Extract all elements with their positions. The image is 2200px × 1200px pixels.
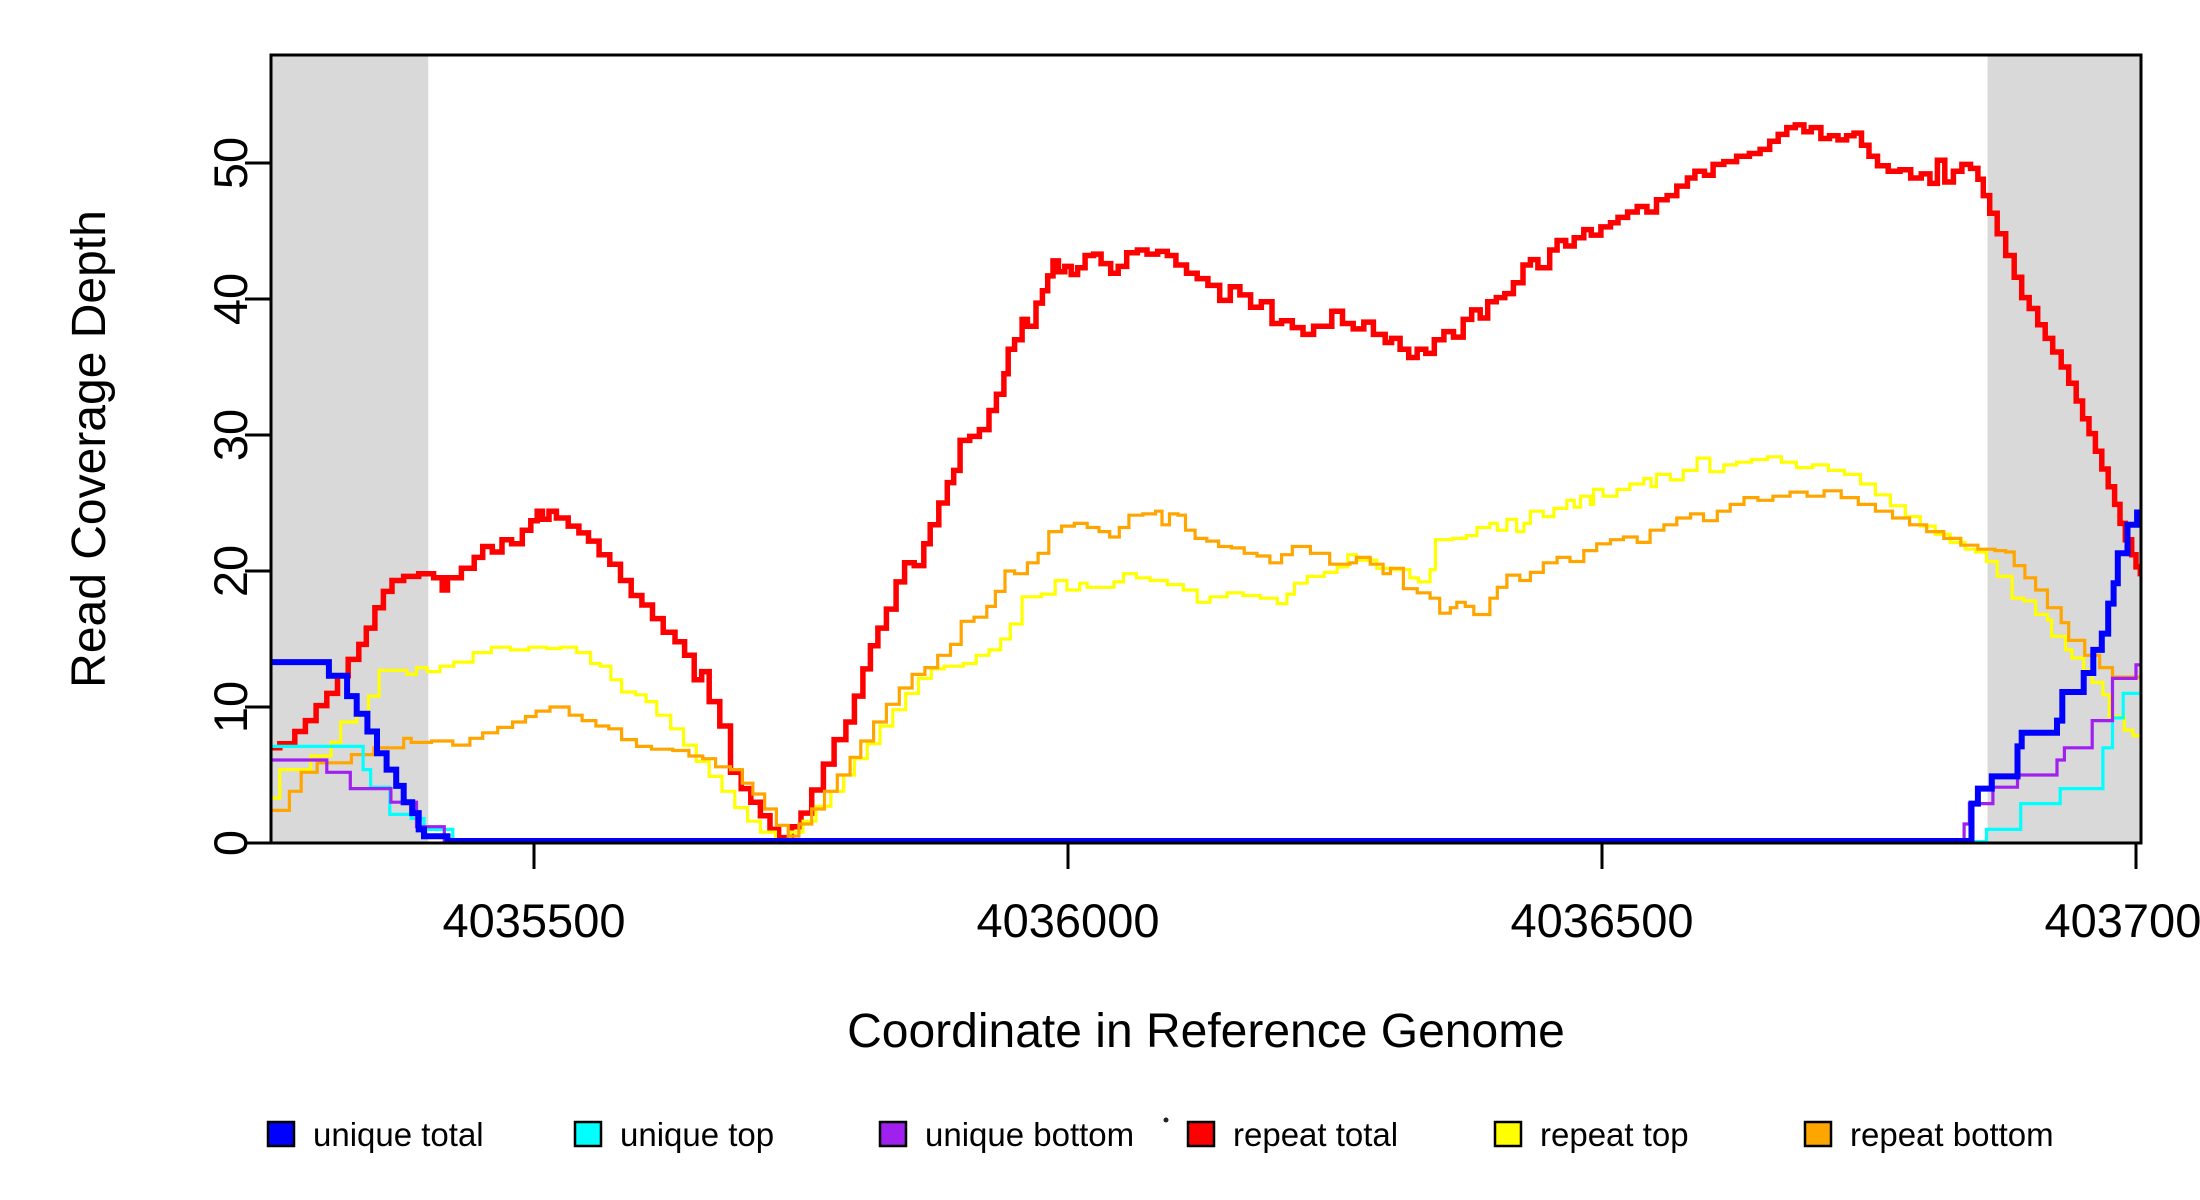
y-tick-label: 20	[204, 545, 257, 597]
y-tick-label: 40	[204, 273, 257, 325]
shaded-region-right-flank	[1987, 55, 2141, 843]
plot-box	[269, 53, 2143, 845]
legend-swatch	[266, 1120, 296, 1148]
legend-swatch	[878, 1120, 908, 1148]
legend-item-unique-bottom: unique bottom	[878, 1116, 1134, 1153]
series-line-repeat-top	[271, 455, 2141, 842]
y-tick-label: 50	[204, 137, 257, 189]
y-tick-label: 30	[204, 409, 257, 461]
x-axis-title: Coordinate in Reference Genome	[847, 1005, 1565, 1058]
series-lines	[271, 122, 2141, 843]
legend-item-unique-top: unique top	[573, 1116, 774, 1153]
y-axis-title: Read Coverage Depth	[63, 210, 116, 688]
legend-label: unique total	[313, 1116, 484, 1153]
legend-label: repeat top	[1540, 1116, 1689, 1153]
legend-item-repeat-total: repeat total	[1186, 1116, 1398, 1153]
legend-label: repeat bottom	[1850, 1116, 2054, 1153]
legend-swatch	[1803, 1120, 1833, 1148]
x-tick-label: 4036000	[977, 894, 1160, 947]
shaded-region-left-flank	[271, 55, 429, 843]
y-tick-label: 10	[204, 681, 257, 733]
legend-swatch	[573, 1120, 603, 1148]
series-line-repeat-total	[271, 122, 2141, 841]
legend-label: unique bottom	[925, 1116, 1134, 1153]
series-line-repeat-bottom	[271, 489, 2141, 838]
legend-swatch	[1186, 1120, 1216, 1148]
x-tick-label: 4036500	[1511, 894, 1694, 947]
legend-swatch	[1493, 1120, 1523, 1148]
artifact-dot	[1163, 1117, 1169, 1123]
legend-item-repeat-bottom: repeat bottom	[1803, 1116, 2054, 1153]
x-tick-label: 4035500	[443, 894, 626, 947]
series-line-unique-bottom	[271, 663, 2141, 843]
legend: unique total unique top unique bottom repea…	[266, 1116, 2054, 1153]
series-line-unique-top	[271, 691, 2141, 843]
legend-item-repeat-top: repeat top	[1493, 1116, 1689, 1153]
legend-label: repeat total	[1233, 1116, 1398, 1153]
legend-item-unique-total: unique total	[266, 1116, 484, 1153]
plot-shaded-regions	[271, 55, 2141, 843]
y-tick-label: 0	[204, 830, 257, 856]
legend-label: unique top	[620, 1116, 774, 1153]
series-line-unique-total	[271, 509, 2141, 843]
